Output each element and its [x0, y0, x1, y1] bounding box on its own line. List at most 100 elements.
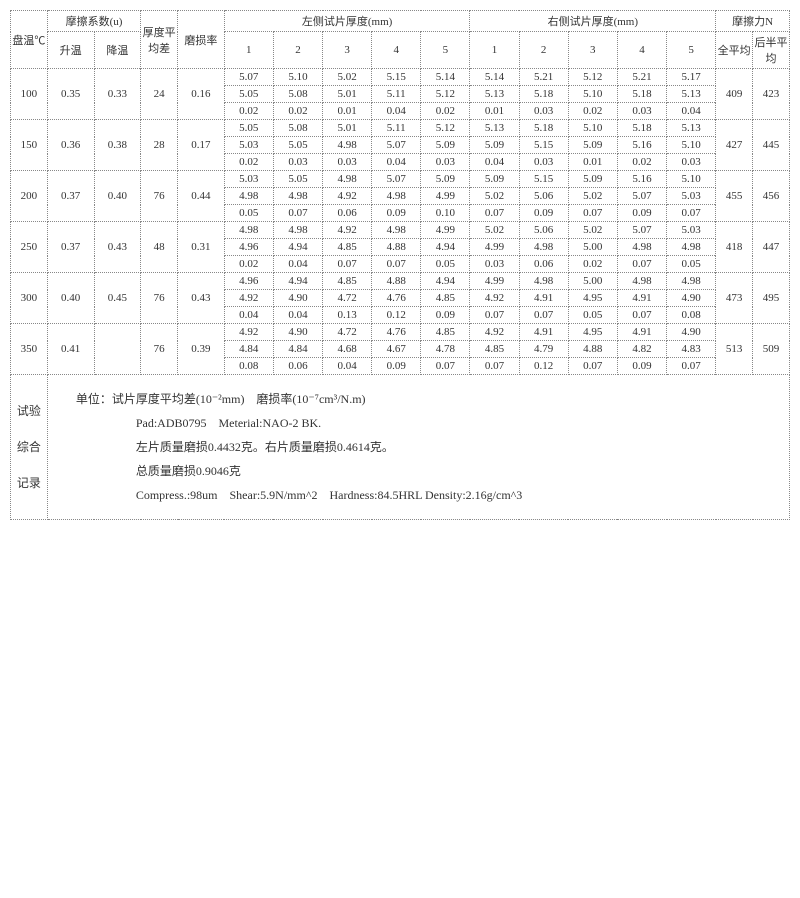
cell: 445 [753, 120, 790, 171]
cell: 5.06 [519, 222, 568, 239]
cell: 76 [141, 171, 178, 222]
cell: 0.02 [568, 103, 617, 120]
cell: 5.14 [470, 69, 519, 86]
cell: 5.05 [273, 137, 322, 154]
cell: 5.02 [568, 222, 617, 239]
cell: 0.03 [273, 154, 322, 171]
table-header: 盘温℃ 摩擦系数(u) 厚度平均差 磨损率 左侧试片厚度(mm) 右侧试片厚度(… [11, 11, 790, 69]
cell: 5.12 [421, 120, 470, 137]
cell: 4.84 [273, 341, 322, 358]
cell: 0.07 [470, 205, 519, 222]
cell: 4.92 [470, 290, 519, 307]
cell: 5.12 [568, 69, 617, 86]
hdr-r2: 2 [519, 32, 568, 69]
cell: 5.15 [372, 69, 421, 86]
cell: 4.91 [617, 290, 666, 307]
cell: 0.04 [372, 103, 421, 120]
hdr-wear-rate: 磨损率 [178, 11, 225, 69]
cell: 5.10 [273, 69, 322, 86]
cell: 0.06 [273, 358, 322, 375]
cell: 4.98 [273, 188, 322, 205]
cell: 5.13 [470, 86, 519, 103]
cell: 473 [716, 273, 753, 324]
cell: 0.05 [667, 256, 716, 273]
summary-content: 单位：试片厚度平均差(10⁻²mm) 磨损率(10⁻⁷cm³/N.m) Pad:… [47, 375, 789, 520]
cell: 5.03 [667, 188, 716, 205]
hdr-thickness-avg: 厚度平均差 [141, 11, 178, 69]
cell: 5.09 [421, 171, 470, 188]
cell: 5.18 [617, 86, 666, 103]
cell: 4.90 [273, 324, 322, 341]
cell: 4.85 [323, 273, 372, 290]
cell: 5.09 [568, 171, 617, 188]
cell: 5.00 [568, 273, 617, 290]
cell: 0.06 [519, 256, 568, 273]
cell: 4.88 [568, 341, 617, 358]
cell: 0.07 [372, 256, 421, 273]
hdr-right-thickness: 右侧试片厚度(mm) [470, 11, 716, 32]
cell: 0.12 [519, 358, 568, 375]
cell: 5.10 [667, 137, 716, 154]
cell: 0.33 [94, 69, 141, 120]
hdr-l1: 1 [224, 32, 273, 69]
cell: 5.09 [421, 137, 470, 154]
cell: 0.06 [323, 205, 372, 222]
summary-mass: 左片质量磨损0.4432克。右片质量磨损0.4614克。 [56, 435, 781, 459]
cell: 5.01 [323, 86, 372, 103]
cell: 5.16 [617, 171, 666, 188]
summary-pad: Pad:ADB0795 Meterial:NAO-2 BK. [56, 411, 781, 435]
cell: 5.11 [372, 86, 421, 103]
cell: 4.98 [667, 273, 716, 290]
cell: 418 [716, 222, 753, 273]
table-row: 3500.41760.394.924.904.724.764.854.924.9… [11, 324, 790, 341]
cell: 5.07 [224, 69, 273, 86]
cell: 4.88 [372, 273, 421, 290]
cell: 0.07 [519, 307, 568, 324]
cell: 0.07 [273, 205, 322, 222]
summary-label: 试验综合记录 [11, 375, 48, 520]
cell: 495 [753, 273, 790, 324]
cell: 456 [753, 171, 790, 222]
cell: 5.02 [470, 222, 519, 239]
cell: 427 [716, 120, 753, 171]
cell: 5.02 [323, 69, 372, 86]
cell: 4.85 [421, 324, 470, 341]
cell: 0.03 [617, 103, 666, 120]
cell: 4.90 [667, 324, 716, 341]
cell: 4.72 [323, 290, 372, 307]
cell: 5.02 [470, 188, 519, 205]
cell: 0.01 [470, 103, 519, 120]
cell: 0.05 [224, 205, 273, 222]
cell: 0.39 [178, 324, 225, 375]
cell: 5.03 [224, 137, 273, 154]
cell: 5.11 [372, 120, 421, 137]
cell: 0.31 [178, 222, 225, 273]
cell: 0.09 [617, 358, 666, 375]
cell: 48 [141, 222, 178, 273]
cell: 4.94 [421, 239, 470, 256]
cell: 0.04 [667, 103, 716, 120]
cell: 4.98 [224, 188, 273, 205]
cell: 5.07 [372, 171, 421, 188]
cell: 0.44 [178, 171, 225, 222]
cell: 0.07 [421, 358, 470, 375]
cell: 0.03 [470, 256, 519, 273]
cell: 5.21 [617, 69, 666, 86]
cell: 4.98 [323, 137, 372, 154]
hdr-l4: 4 [372, 32, 421, 69]
cell: 28 [141, 120, 178, 171]
cell: 0.02 [224, 154, 273, 171]
summary-props: Compress.:98um Shear:5.9N/mm^2 Hardness:… [56, 483, 781, 507]
cell: 4.92 [224, 324, 273, 341]
cell: 300 [11, 273, 48, 324]
hdr-temp: 盘温℃ [11, 11, 48, 69]
cell: 4.85 [323, 239, 372, 256]
cell: 5.05 [273, 171, 322, 188]
cell: 0.08 [667, 307, 716, 324]
cell: 4.90 [273, 290, 322, 307]
cell: 4.68 [323, 341, 372, 358]
cell: 4.83 [667, 341, 716, 358]
cell: 423 [753, 69, 790, 120]
cell: 4.92 [323, 222, 372, 239]
cell: 4.98 [617, 239, 666, 256]
